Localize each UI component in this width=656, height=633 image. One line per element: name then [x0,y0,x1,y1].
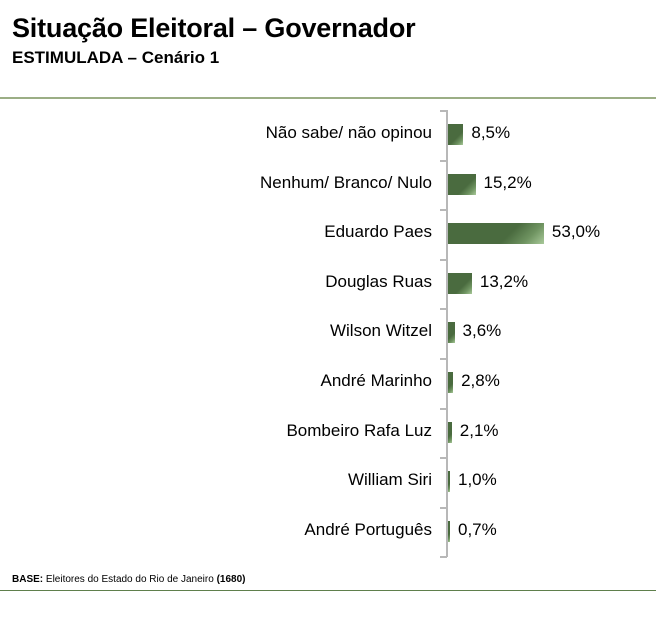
chart-row: Não sabe/ não opinou 8,5% [0,110,656,160]
axis-tick [440,160,447,162]
bar [448,273,472,294]
category-label: André Marinho [320,371,432,390]
category-label: William Siri [347,470,432,489]
category-label: Bombeiro Rafa Luz [286,421,432,440]
footer-divider [0,590,656,591]
value-label: 15,2% [483,173,532,192]
base-note: BASE: Eleitores do Estado do Rio de Jane… [12,574,245,585]
bar [448,322,455,343]
bar [448,422,452,443]
chart-row: André Português 0,7% [0,507,656,557]
value-label: 8,5% [471,123,511,142]
axis-tick [440,110,447,112]
axis-tick [440,308,447,310]
chart-row: Wilson Witzel 3,6% [0,308,656,358]
base-text: Eleitores do Estado do Rio de Janeiro [43,574,217,585]
page-title: Situação Eleitoral – Governador [12,13,416,43]
axis-tick [440,259,447,261]
page-subtitle: ESTIMULADA – Cenário 1 [12,48,220,67]
chart-row: William Siri 1,0% [0,457,656,507]
bar [448,223,544,244]
chart-row: Bombeiro Rafa Luz 2,1% [0,408,656,458]
bar [448,372,454,393]
value-label: 2,1% [459,421,499,440]
category-label: Nenhum/ Branco/ Nulo [260,173,432,192]
value-label: 3,6% [462,321,502,340]
value-label: 0,7% [458,520,497,539]
axis-tick [440,507,447,509]
header-divider [0,97,656,99]
category-label: Eduardo Paes [324,222,432,241]
value-label: 1,0% [458,470,497,489]
base-count: (1680) [216,574,246,585]
axis-tick [440,556,447,558]
axis-tick [440,408,447,410]
axis-tick [440,358,447,360]
bar [448,521,450,542]
bar [448,174,476,195]
category-label: Wilson Witzel [329,321,432,340]
category-label: André Português [304,520,432,539]
axis-tick [440,457,447,459]
chart-row: André Marinho 2,8% [0,358,656,408]
bar [448,124,464,145]
chart-row: Douglas Ruas 13,2% [0,259,656,309]
value-label: 13,2% [479,272,529,291]
chart-row: Eduardo Paes 53,0% [0,209,656,259]
axis-tick [440,209,447,211]
chart-row: Nenhum/ Branco/ Nulo 15,2% [0,160,656,210]
bar [448,471,450,492]
value-label: 2,8% [461,371,500,390]
category-axis [446,110,448,557]
category-label: Douglas Ruas [325,272,432,291]
base-label: BASE: [12,574,44,585]
value-label: 53,0% [551,222,601,241]
category-label: Não sabe/ não opinou [265,123,432,142]
